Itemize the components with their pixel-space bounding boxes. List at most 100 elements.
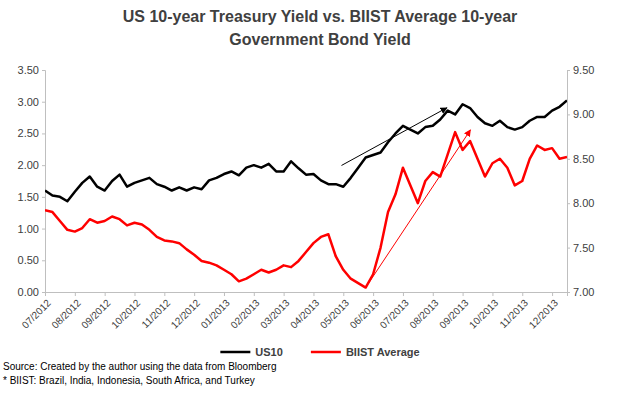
tick-mark: [42, 133, 45, 134]
legend-label: BIIST Average: [346, 346, 420, 358]
chart-svg: US 10-year Treasury Yield vs. BIIST Aver…: [0, 0, 640, 401]
tick-label: 04/2013: [288, 297, 322, 331]
tick-label: 2.00: [18, 159, 39, 171]
tick-mark: [567, 159, 570, 160]
tick: 3.50: [18, 64, 45, 76]
tick: 7.00: [567, 286, 594, 298]
tick-mark: [42, 292, 45, 293]
tick-mark: [433, 292, 434, 296]
tick: 9.50: [567, 64, 594, 76]
tick-mark: [42, 102, 45, 103]
tick-mark: [403, 292, 404, 296]
tick-label: 11/2012: [139, 297, 172, 330]
note: Source: Created by the author using the …: [3, 361, 277, 372]
note: * BIIST: Brazil, India, Indonesia, South…: [3, 375, 255, 386]
tick-mark: [105, 292, 106, 296]
tick-mark: [164, 292, 165, 296]
tick-label: 2.50: [18, 127, 39, 139]
plot-lines: [45, 100, 567, 287]
tick: 11/2013: [497, 292, 530, 330]
tick-mark: [224, 292, 225, 296]
tick-mark: [492, 292, 493, 296]
y-axis: 0.00 0.50 1.00 1.50 2.00 2.50 3.00 3.50: [18, 64, 46, 298]
tick-label: 8.50: [573, 153, 594, 165]
tick-mark: [194, 292, 195, 296]
tick-mark: [522, 292, 523, 296]
trend-arrow: [341, 108, 446, 166]
tick-label: 08/2012: [49, 297, 83, 331]
tick-mark: [373, 292, 374, 296]
tick: 8.50: [567, 153, 594, 165]
tick: 09/2012: [79, 292, 113, 331]
tick-label: 1.50: [18, 191, 39, 203]
tick: 04/2013: [288, 292, 322, 331]
tick: 2.00: [18, 159, 45, 171]
tick-label: 12/2013: [527, 297, 561, 331]
tick-mark: [42, 260, 45, 261]
tick: 1.00: [18, 223, 45, 235]
tick-label: 03/2013: [258, 297, 292, 331]
tick-mark: [42, 165, 45, 166]
tick-mark: [567, 114, 570, 115]
axis-line: [46, 293, 568, 297]
tick: 07/2013: [378, 292, 412, 331]
y-axis: 7.00 7.50 8.00 8.50 9.00 9.50: [567, 64, 594, 298]
tick-label: 07/2013: [378, 297, 412, 331]
tick-label: 01/2013: [199, 297, 233, 331]
tick: 12/2013: [527, 292, 561, 331]
tick-label: 09/2012: [79, 297, 113, 331]
tick-mark: [254, 292, 255, 296]
tick: 10/2013: [467, 292, 501, 331]
tick: 07/2012: [20, 292, 54, 331]
tick: 1.50: [18, 191, 45, 203]
tick-label: 12/2012: [169, 297, 203, 331]
tick: 8.00: [567, 197, 594, 209]
tick-label: 7.50: [573, 242, 594, 254]
tick: 0.50: [18, 254, 45, 266]
tick-label: 0.00: [18, 286, 39, 298]
tick-mark: [134, 292, 135, 296]
tick-mark: [567, 248, 570, 249]
title: Government Bond Yield: [229, 31, 410, 48]
x-axis: 07/201208/201209/201210/201211/201212/20…: [20, 292, 568, 331]
tick-label: 09/2013: [437, 297, 471, 331]
tick-label: 08/2013: [407, 297, 441, 331]
axis-line: [568, 71, 571, 293]
trend-arrow: [369, 130, 471, 283]
tick-label: 11/2013: [497, 297, 530, 330]
tick-label: 10/2013: [467, 297, 501, 331]
tick: 10/2012: [109, 292, 143, 331]
tick-label: 3.00: [18, 96, 39, 108]
tick: 02/2013: [228, 292, 262, 331]
tick: 2.50: [18, 127, 45, 139]
tick-label: 9.00: [573, 108, 594, 120]
tick-mark: [42, 229, 45, 230]
tick-mark: [284, 292, 285, 296]
legend-swatch: [311, 351, 341, 354]
legend-item: BIIST Average: [311, 346, 420, 358]
tick-label: 7.00: [573, 286, 594, 298]
chart-container: US 10-year Treasury Yield vs. BIIST Aver…: [0, 0, 640, 401]
tick-label: 07/2012: [20, 297, 54, 331]
tick: 06/2013: [348, 292, 382, 331]
tick-mark: [567, 70, 570, 71]
axis-line: [42, 71, 46, 293]
legend: US10 BIIST Average: [220, 346, 419, 358]
tick-label: 06/2013: [348, 297, 382, 331]
title: US 10-year Treasury Yield vs. BIIST Aver…: [123, 8, 518, 25]
series-line: [45, 100, 567, 201]
tick: 3.00: [18, 96, 45, 108]
tick-label: 1.00: [18, 223, 39, 235]
legend-item: US10: [220, 346, 283, 358]
legend-swatch: [220, 351, 250, 354]
tick: 01/2013: [199, 292, 233, 331]
tick: 08/2013: [407, 292, 441, 331]
tick: 9.00: [567, 108, 594, 120]
tick-mark: [313, 292, 314, 296]
tick-label: 9.50: [573, 64, 594, 76]
tick-mark: [75, 292, 76, 296]
tick-mark: [42, 70, 45, 71]
tick-mark: [343, 292, 344, 296]
tick: 7.50: [567, 242, 594, 254]
tick-label: 3.50: [18, 64, 39, 76]
